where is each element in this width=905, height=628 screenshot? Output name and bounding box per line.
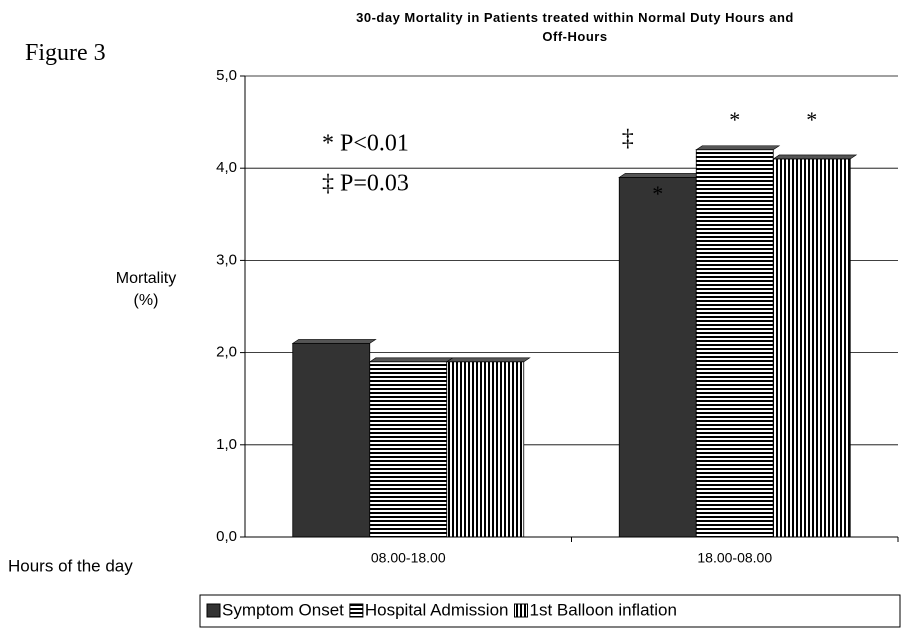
legend: Symptom Onset Hospital Admission 1st Ballo… xyxy=(199,594,901,628)
y-tick-label: 3,0 xyxy=(216,251,237,268)
bar xyxy=(369,361,448,538)
chart-title: 30-day Mortality in Patients treated wit… xyxy=(356,10,794,44)
bar-top xyxy=(772,154,858,160)
bar xyxy=(446,361,525,538)
legend-label: 1st Balloon inflation xyxy=(530,600,677,619)
annotation: * xyxy=(652,181,663,206)
annotation: ‡ P=0.03 xyxy=(322,171,409,197)
y-tick-label: 0,0 xyxy=(216,528,237,545)
bar-top xyxy=(695,145,781,151)
y-axis-label: Mortality (%) xyxy=(115,270,177,309)
annotation: ‡ xyxy=(622,126,634,152)
figure-label: Figure 3 xyxy=(25,40,106,66)
legend-swatch xyxy=(349,603,364,618)
y-tick-label: 4,0 xyxy=(216,159,237,176)
bar-top xyxy=(291,339,377,344)
annotation: * xyxy=(806,107,817,132)
bar-top xyxy=(618,173,704,178)
y-tick-label: 5,0 xyxy=(216,67,237,84)
x-tick-label: 08.00-18.00 xyxy=(371,550,446,566)
x-axis-label: Hours of the day xyxy=(8,556,133,575)
x-tick-label: 18.00-08.00 xyxy=(697,550,772,566)
legend-swatch xyxy=(206,603,221,618)
annotation: * P<0.01 xyxy=(322,131,409,157)
y-tick-label: 1,0 xyxy=(216,436,237,453)
bar xyxy=(618,177,697,538)
bar xyxy=(772,158,851,538)
y-tick-label: 2,0 xyxy=(216,344,237,361)
bar-top xyxy=(368,357,454,363)
bar xyxy=(695,149,774,538)
legend-label: Hospital Admission xyxy=(365,600,509,619)
bar-top xyxy=(445,357,531,363)
annotation: * xyxy=(729,107,740,132)
legend-frame xyxy=(199,594,901,628)
legend-label: Symptom Onset xyxy=(222,600,344,619)
legend-swatch xyxy=(514,603,528,618)
bar xyxy=(292,342,371,538)
